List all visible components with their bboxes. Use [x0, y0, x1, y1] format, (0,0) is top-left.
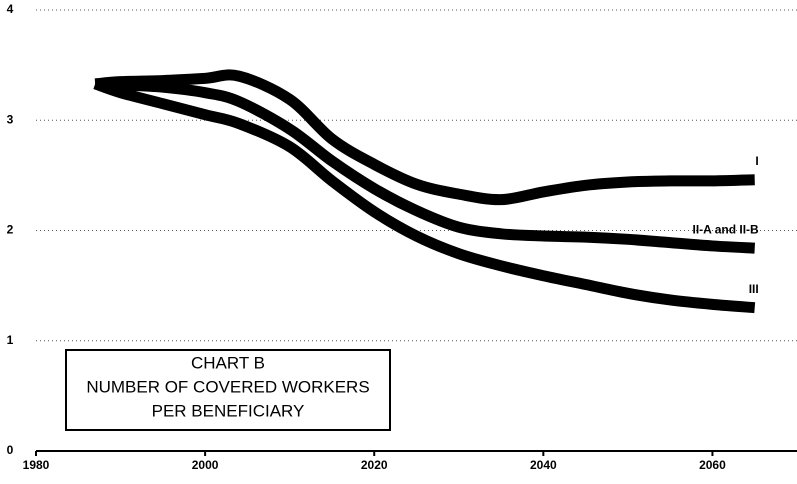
- chart-title: PER BENEFICIARY: [152, 401, 305, 420]
- x-tick-label: 2060: [699, 458, 726, 472]
- y-tick-label: 0: [7, 443, 14, 457]
- series-label: I: [755, 154, 758, 168]
- x-tick-label: 1980: [23, 458, 50, 472]
- series-line: [94, 78, 756, 254]
- y-tick-label: 1: [7, 333, 14, 347]
- series-label: III: [749, 282, 759, 296]
- series-line: [94, 69, 755, 206]
- series-line: [93, 78, 756, 314]
- chart-title: CHART B: [191, 353, 265, 372]
- y-tick-label: 4: [7, 2, 14, 16]
- y-tick-label: 2: [7, 223, 14, 237]
- x-tick-label: 2000: [192, 458, 219, 472]
- title-box: [65, 349, 391, 431]
- chart-title: NUMBER OF COVERED WORKERS: [86, 377, 369, 396]
- x-tick-label: 2040: [530, 458, 557, 472]
- series-label: II-A and II-B: [693, 222, 760, 236]
- y-tick-label: 3: [7, 112, 14, 126]
- x-tick-label: 2020: [361, 458, 388, 472]
